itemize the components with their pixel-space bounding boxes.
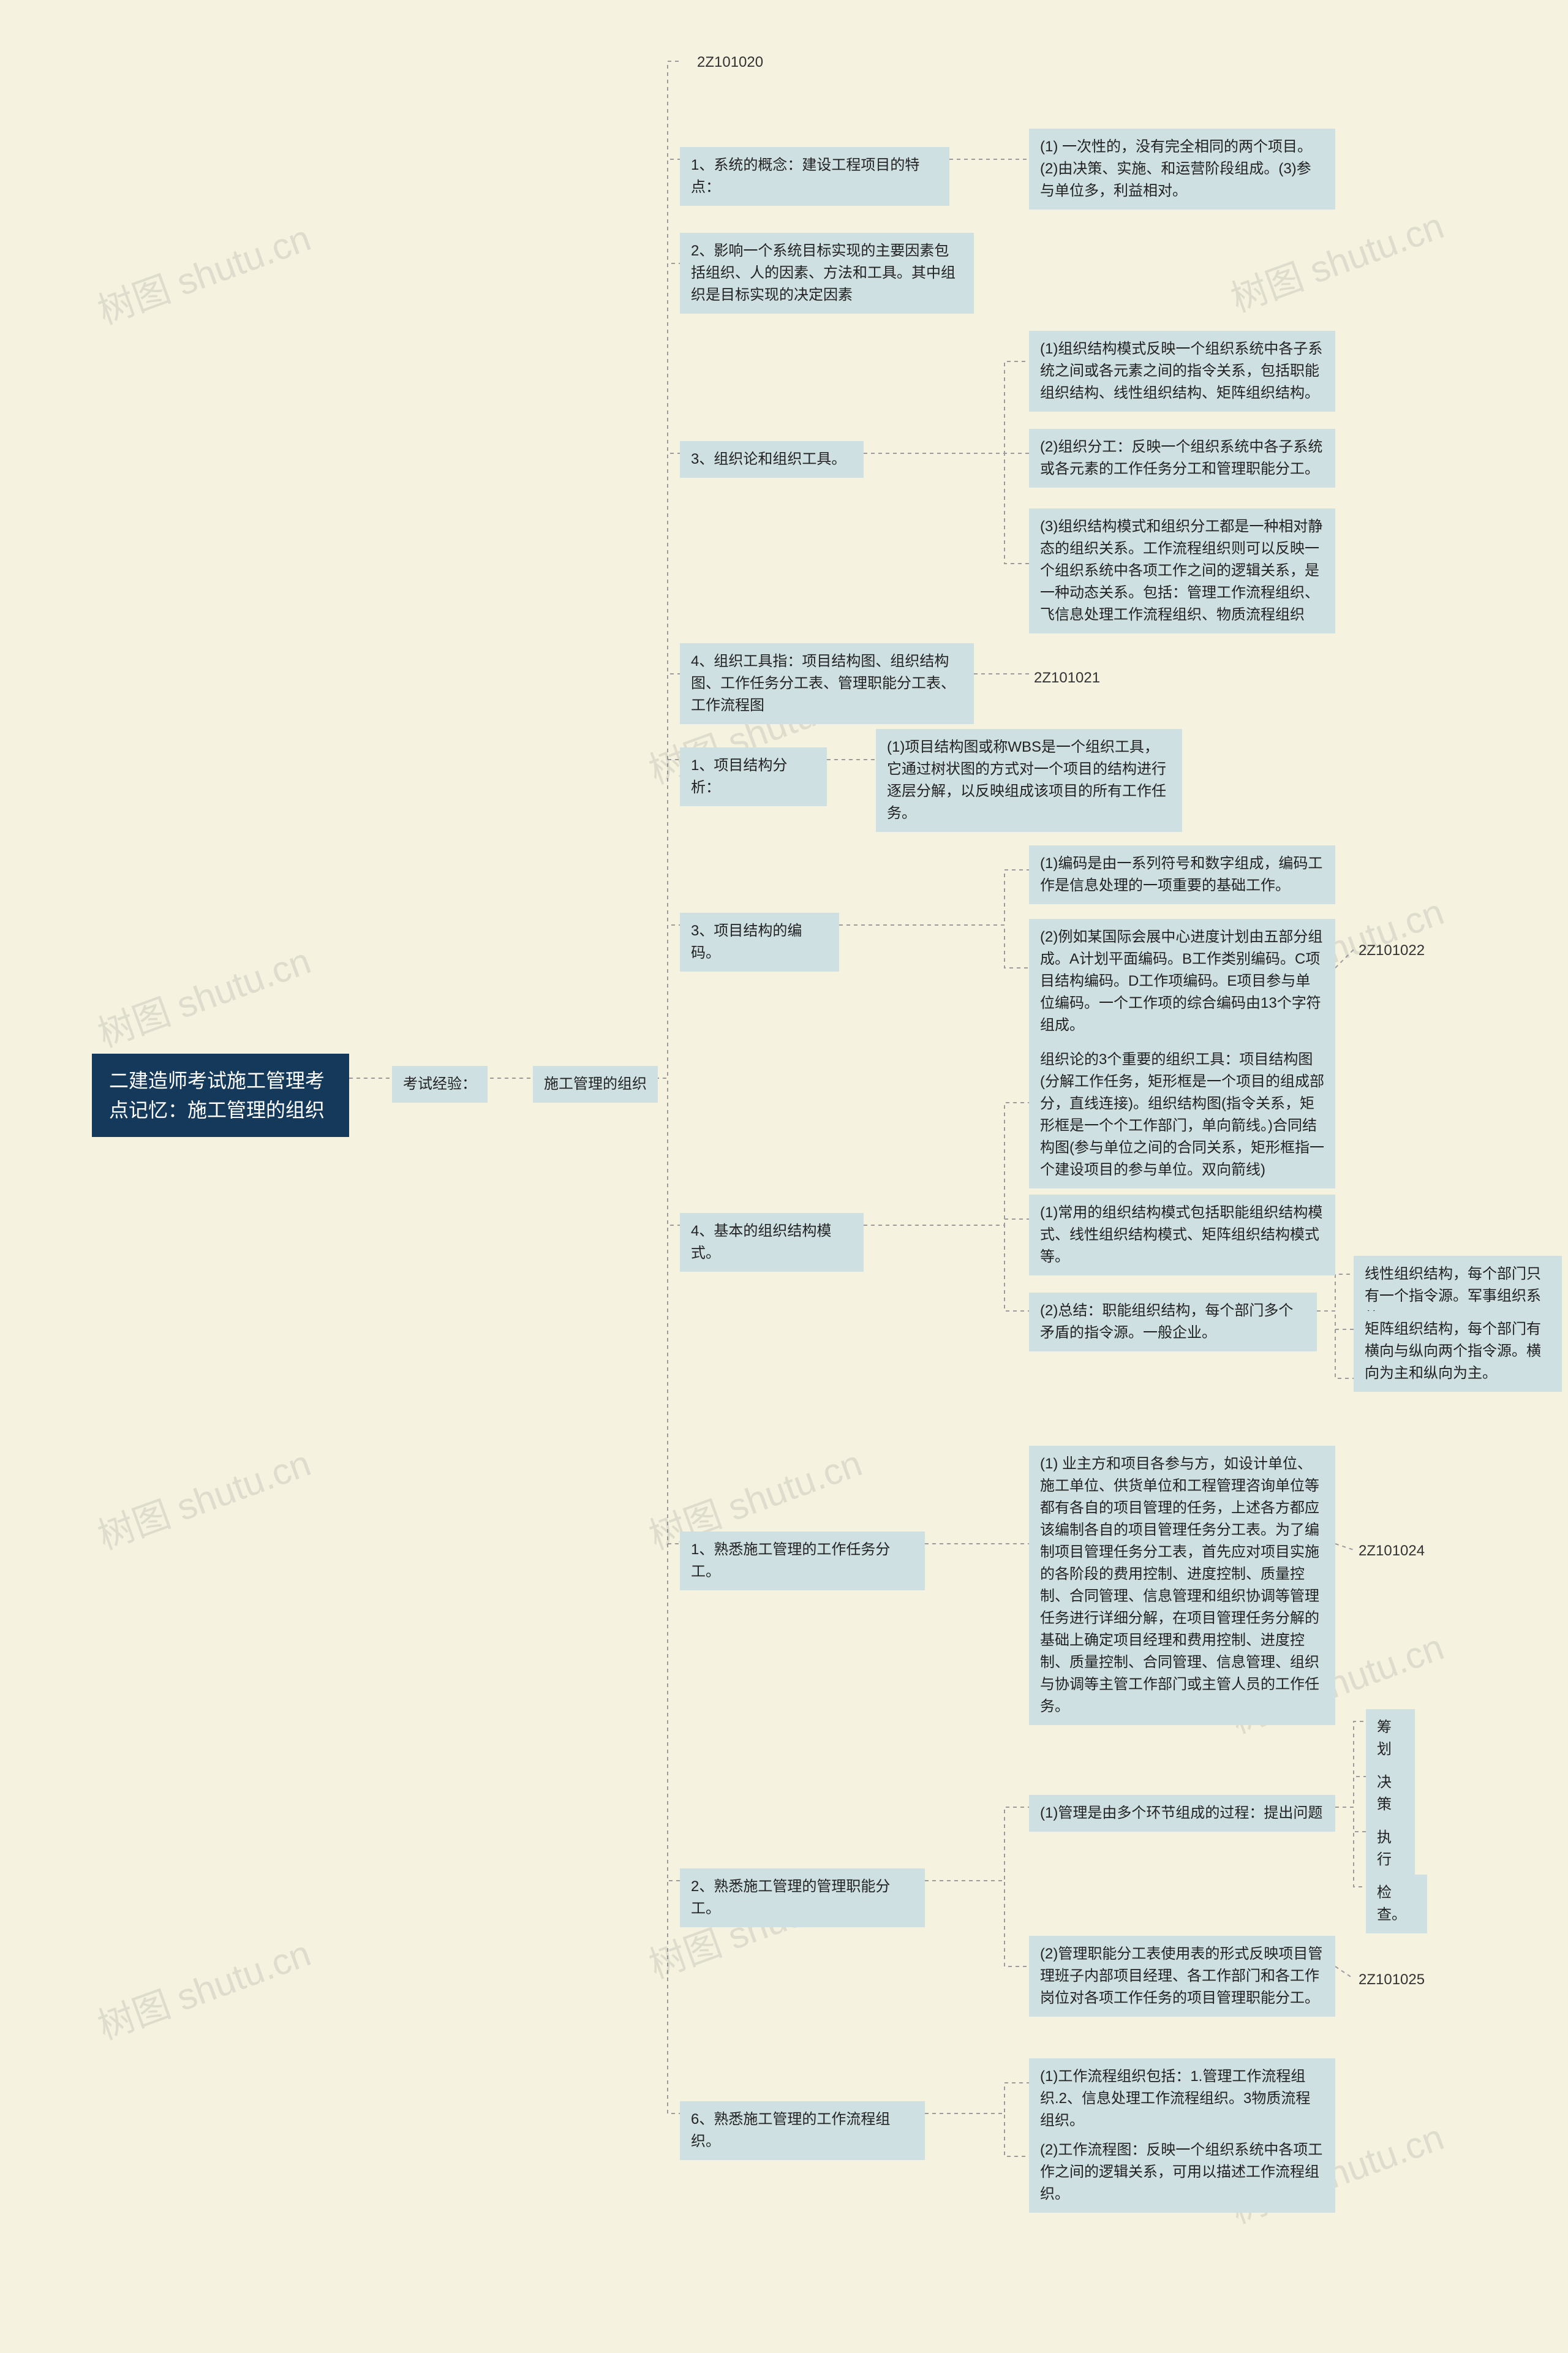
branch-10: 6、熟悉施工管理的工作流程组织。 [680,2101,925,2160]
watermark-text: 树图 shutu.cn [89,208,317,334]
watermark-text: 树图 shutu.cn [89,1924,317,2050]
branch-1: 1、系统的概念：建设工程项目的特点： [680,147,949,206]
watermark-text: 树图 shutu.cn [89,1433,317,1560]
branch-4: 4、组织工具指：项目结构图、组织结构图、工作任务分工表、管理职能分工表、工作流程… [680,643,974,724]
code-2z101021: 2Z101021 [1029,665,1105,692]
branch-3: 3、组织论和组织工具。 [680,441,864,478]
branch-6a: (1)编码是由一系列符号和数字组成，编码工作是信息处理的一项重要的基础工作。 [1029,845,1335,904]
branch-5: 1、项目结构分析： [680,747,827,806]
branch-7a: 组织论的3个重要的组织工具：项目结构图(分解工作任务，矩形框是一个项目的组成部分… [1029,1041,1335,1188]
branch-10a: (1)工作流程组织包括：1.管理工作流程组织.2、信息处理工作流程组织。3物质流… [1029,2058,1335,2139]
branch-7c2: 矩阵组织结构，每个部门有横向与纵向两个指令源。横向为主和纵向为主。 [1354,1311,1562,1392]
code-2z101020: 2Z101020 [692,49,768,76]
branch-9a2: 决策 [1366,1764,1415,1823]
watermark-text: 树图 shutu.cn [89,931,317,1057]
branch-8: 1、熟悉施工管理的工作任务分工。 [680,1532,925,1590]
branch-9a1: 筹划 [1366,1709,1415,1768]
code-2z101024: 2Z101024 [1354,1538,1430,1565]
branch-5a: (1)项目结构图或称WBS是一个组织工具，它通过树状图的方式对一个项目的结构进行… [876,729,1182,832]
code-2z101025: 2Z101025 [1354,1966,1430,1993]
branch-9a3: 执行 [1366,1819,1415,1878]
branch-9: 2、熟悉施工管理的管理职能分工。 [680,1868,925,1927]
root-node: 二建造师考试施工管理考点记忆：施工管理的组织 [92,1054,349,1137]
branch-3a: (1)组织结构模式反映一个组织系统中各子系统之间或各元素之间的指令关系，包括职能… [1029,331,1335,412]
code-2z101022: 2Z101022 [1354,937,1430,964]
branch-7b: (1)常用的组织结构模式包括职能组织结构模式、线性组织结构模式、矩阵组织结构模式… [1029,1195,1335,1275]
branch-6b: (2)例如某国际会展中心进度计划由五部分组成。A计划平面编码。B工作类别编码。C… [1029,919,1335,1044]
branch-7c: (2)总结：职能组织结构，每个部门多个矛盾的指令源。一般企业。 [1029,1293,1317,1351]
level2-node: 施工管理的组织 [533,1066,658,1103]
branch-1a: (1) 一次性的，没有完全相同的两个项目。(2)由决策、实施、和运营阶段组成。(… [1029,129,1335,210]
branch-3b: (2)组织分工：反映一个组织系统中各子系统或各元素的工作任务分工和管理职能分工。 [1029,429,1335,488]
branch-9a: (1)管理是由多个环节组成的过程：提出问题 [1029,1795,1335,1832]
branch-9a4: 检查。 [1366,1875,1427,1933]
mindmap-canvas: 二建造师考试施工管理考点记忆：施工管理的组织 考试经验： 施工管理的组织 2Z1… [0,0,1568,2353]
branch-10b: (2)工作流程图：反映一个组织系统中各项工作之间的逻辑关系，可用以描述工作流程组… [1029,2132,1335,2213]
watermark-text: 树图 shutu.cn [1223,196,1450,322]
branch-9b: (2)管理职能分工表使用表的形式反映项目管理班子内部项目经理、各工作部门和各工作… [1029,1936,1335,2017]
branch-8a: (1) 业主方和项目各参与方，如设计单位、施工单位、供货单位和工程管理咨询单位等… [1029,1446,1335,1725]
branch-2: 2、影响一个系统目标实现的主要因素包括组织、人的因素、方法和工具。其中组织是目标… [680,233,974,314]
branch-6: 3、项目结构的编码。 [680,913,839,972]
branch-3c: (3)组织结构模式和组织分工都是一种相对静态的组织关系。工作流程组织则可以反映一… [1029,508,1335,633]
level1-node: 考试经验： [392,1066,488,1103]
branch-7: 4、基本的组织结构模式。 [680,1213,864,1272]
